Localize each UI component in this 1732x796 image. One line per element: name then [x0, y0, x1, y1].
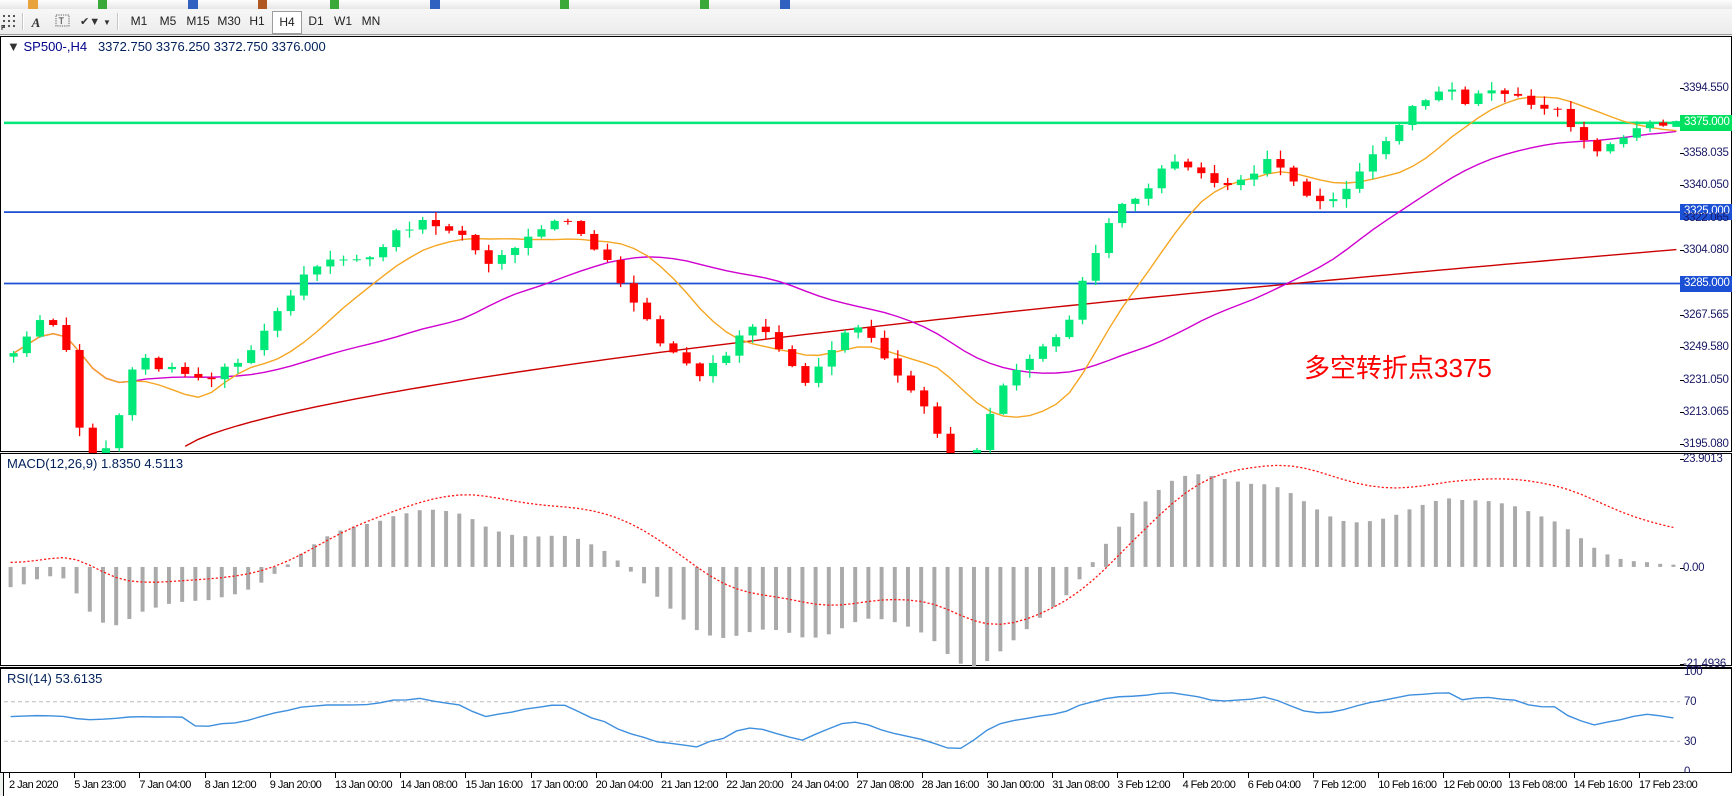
svg-text:T: T — [58, 16, 64, 26]
